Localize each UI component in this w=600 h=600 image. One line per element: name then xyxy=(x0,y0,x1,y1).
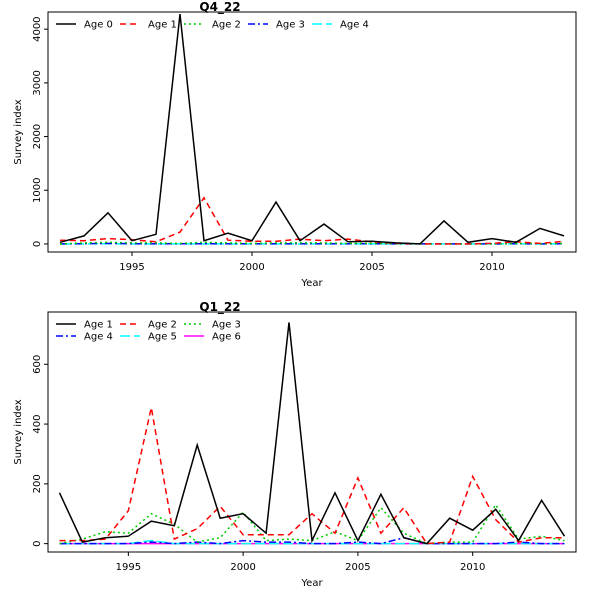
series-line-age-2 xyxy=(59,407,565,545)
series-lines xyxy=(59,14,565,245)
series-line-age-0 xyxy=(59,14,565,245)
legend-item: Age 4 xyxy=(312,20,369,31)
axis-ticks: 1995 2000 2005 2010 0 200 400 600 xyxy=(32,355,485,573)
x-tick-label: 2010 xyxy=(460,562,485,573)
legend-item: Age 2 xyxy=(184,20,241,31)
y-tick-label: 200 xyxy=(32,474,43,493)
legend-item: Age 6 xyxy=(184,332,241,343)
x-tick-label: 2010 xyxy=(479,262,504,273)
legend-item: Age 3 xyxy=(248,20,305,31)
legend: Age 0 Age 1 Age 2 Age 3 Age 4 xyxy=(56,20,369,31)
y-axis-label: Survey index xyxy=(13,399,24,464)
x-tick-label: 2000 xyxy=(239,262,264,273)
y-tick-label: 4000 xyxy=(32,16,43,41)
legend-label: Age 2 xyxy=(212,20,241,31)
x-tick-label: 2005 xyxy=(345,562,370,573)
series-line-age-1 xyxy=(59,196,565,245)
legend-label: Age 4 xyxy=(340,20,369,31)
y-tick-label: 400 xyxy=(32,415,43,434)
x-tick-label: 1995 xyxy=(119,262,144,273)
legend-item: Age 2 xyxy=(120,320,177,331)
series-line-age-1 xyxy=(58,322,566,545)
y-tick-label: 0 xyxy=(32,540,43,546)
chart-title: Q1_22 xyxy=(199,300,240,315)
legend-label: Age 4 xyxy=(84,332,113,343)
legend: Age 1 Age 2 Age 3 Age 4 Age 5 Age 6 xyxy=(56,320,241,343)
x-tick-label: 1995 xyxy=(116,562,141,573)
legend-label: Age 2 xyxy=(148,320,177,331)
y-tick-label: 0 xyxy=(32,241,43,247)
series-lines xyxy=(58,322,566,545)
x-axis-label: Year xyxy=(300,578,323,589)
x-axis-label: Year xyxy=(300,278,323,289)
legend-label: Age 0 xyxy=(84,20,113,31)
plot-frame xyxy=(47,311,577,553)
x-tick-label: 2000 xyxy=(230,562,255,573)
y-tick-label: 600 xyxy=(32,355,43,374)
chart-title: Q4_22 xyxy=(199,0,240,15)
legend-label: Age 1 xyxy=(84,320,113,331)
legend-label: Age 6 xyxy=(212,332,241,343)
legend-label: Age 3 xyxy=(212,320,241,331)
y-tick-label: 2000 xyxy=(32,124,43,149)
chart-panel-q1-22: Q1_22 Year Survey index 1995 2000 2005 2010… xyxy=(13,300,577,589)
y-tick-label: 1000 xyxy=(32,178,43,203)
legend-label: Age 3 xyxy=(276,20,305,31)
legend-label: Age 5 xyxy=(148,332,177,343)
legend-item: Age 3 xyxy=(184,320,241,331)
legend-item: Age 4 xyxy=(56,332,113,343)
x-tick-label: 2005 xyxy=(359,262,384,273)
chart-panel-q4-22: Q4_22 Year Survey index 1995 2000 2005 2010… xyxy=(13,0,577,289)
legend-item: Age 1 xyxy=(56,320,113,331)
plot-frame xyxy=(47,11,577,253)
legend-item: Age 1 xyxy=(120,20,177,31)
legend-item: Age 0 xyxy=(56,20,113,31)
axis-ticks: 1995 2000 2005 2010 0 1000 2000 3000 4000 xyxy=(32,16,505,273)
legend-item: Age 5 xyxy=(120,332,177,343)
y-tick-label: 3000 xyxy=(32,70,43,95)
legend-label: Age 1 xyxy=(148,20,177,31)
series-line-age-4 xyxy=(59,536,565,545)
y-axis-label: Survey index xyxy=(13,99,24,164)
